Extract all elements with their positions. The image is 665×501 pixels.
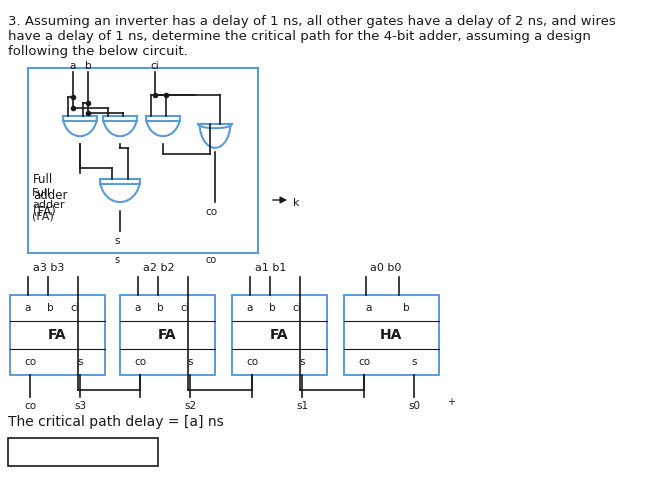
Text: a3 b3: a3 b3 (33, 263, 65, 273)
Text: co: co (246, 357, 258, 367)
Text: co: co (134, 357, 146, 367)
Text: s: s (188, 357, 193, 367)
Text: a: a (135, 303, 141, 313)
Text: ci: ci (70, 303, 79, 313)
Bar (232, 295, 327, 375)
Text: b: b (269, 303, 275, 313)
Text: s1: s1 (296, 401, 308, 411)
Text: have a delay of 1 ns, determine the critical path for the 4-bit adder, assuming : have a delay of 1 ns, determine the crit… (8, 30, 591, 43)
Text: b: b (403, 303, 410, 313)
Text: co: co (205, 207, 217, 217)
Text: a: a (247, 303, 253, 313)
Bar (28, 68, 258, 253)
Text: a: a (70, 61, 76, 71)
Text: s: s (299, 357, 305, 367)
Text: Full
adder
(FA): Full adder (FA) (32, 188, 65, 221)
Bar (344, 295, 439, 375)
Text: Full
adder
(FA): Full adder (FA) (33, 173, 68, 218)
Text: s2: s2 (184, 401, 196, 411)
Text: ci: ci (181, 303, 190, 313)
Text: The critical path delay = [a] ns: The critical path delay = [a] ns (8, 415, 223, 429)
Text: a1 b1: a1 b1 (255, 263, 287, 273)
Text: co: co (24, 401, 36, 411)
Text: ci: ci (293, 303, 301, 313)
Text: a0 b0: a0 b0 (370, 263, 402, 273)
Text: 3. Assuming an inverter has a delay of 1 ns, all other gates have a delay of 2 n: 3. Assuming an inverter has a delay of 1… (8, 15, 616, 28)
Text: s3: s3 (74, 401, 86, 411)
Text: s0: s0 (408, 401, 420, 411)
Text: ci: ci (151, 61, 160, 71)
Text: s: s (114, 255, 120, 265)
Text: k: k (293, 198, 299, 208)
Text: FA: FA (48, 328, 66, 342)
Text: +: + (447, 397, 455, 407)
Text: co: co (205, 255, 217, 265)
Text: s: s (411, 357, 417, 367)
Text: co: co (358, 357, 370, 367)
Text: b: b (47, 303, 53, 313)
Bar (120, 295, 215, 375)
Text: co: co (24, 357, 36, 367)
Text: b: b (157, 303, 164, 313)
Text: HA: HA (380, 328, 402, 342)
Text: a: a (25, 303, 31, 313)
Text: b: b (84, 61, 91, 71)
Text: FA: FA (158, 328, 176, 342)
Bar (8, 438, 158, 466)
Text: FA: FA (270, 328, 289, 342)
Text: following the below circuit.: following the below circuit. (8, 45, 188, 58)
Text: a2 b2: a2 b2 (143, 263, 175, 273)
Text: a: a (366, 303, 372, 313)
Bar (10, 295, 105, 375)
Text: s: s (114, 236, 120, 246)
Text: s: s (77, 357, 82, 367)
